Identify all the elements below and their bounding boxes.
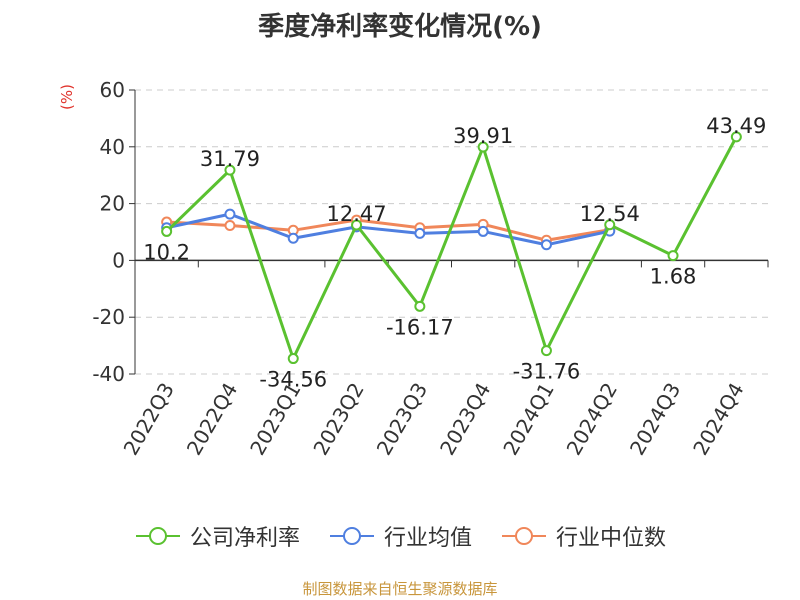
legend-label-industry-mean: 行业均值	[383, 526, 472, 551]
data-point	[540, 239, 552, 251]
data-label: 39.91	[453, 124, 513, 148]
data-point	[161, 225, 173, 237]
data-label: -31.76	[513, 360, 581, 384]
data-label: 31.79	[200, 147, 260, 171]
data-point	[604, 219, 616, 231]
data-label: -16.17	[386, 315, 454, 339]
legend-item-industry-mean[interactable]: 行业均值	[328, 520, 472, 552]
legend-item-industry-median[interactable]: 行业中位数	[500, 520, 666, 552]
chart-title: 季度净利率变化情况(%)	[258, 12, 542, 42]
y-tick-label: 20	[100, 192, 125, 216]
data-label: 12.54	[580, 202, 640, 226]
legend-label-company: 公司净利率	[189, 526, 300, 551]
x-tick-label: 2022Q3	[119, 379, 179, 460]
data-label: 12.47	[326, 202, 386, 226]
legend-marker-industry-mean	[329, 527, 374, 545]
data-point	[477, 225, 489, 237]
legend-marker-company	[135, 527, 180, 545]
x-tick-label: 2024Q3	[625, 379, 685, 460]
legend-item-company[interactable]: 公司净利率	[134, 520, 300, 552]
series-line	[165, 136, 738, 361]
data-point	[224, 208, 236, 220]
x-tick-label: 2023Q4	[435, 379, 495, 460]
source-note: 制图数据来自恒生聚源数据库	[302, 580, 498, 598]
data-point	[287, 353, 299, 365]
data-label: 1.68	[650, 265, 697, 289]
legend: 公司净利率 行业均值 行业中位数	[0, 520, 800, 552]
y-tick-label: -40	[92, 362, 125, 386]
series-line	[166, 212, 611, 247]
legend-label-industry-median: 行业中位数	[556, 526, 667, 551]
data-point	[540, 345, 552, 357]
data-point	[224, 164, 236, 176]
data-point	[414, 300, 426, 312]
data-label: 43.49	[706, 114, 766, 138]
data-point	[414, 227, 426, 239]
x-tick-label: 2024Q4	[688, 379, 748, 460]
y-tick-label: 60	[100, 78, 125, 102]
x-tick-label: 2024Q2	[562, 379, 622, 460]
y-tick-label: 40	[100, 135, 125, 159]
data-point	[287, 232, 299, 244]
x-tick-label: 2024Q1	[498, 379, 558, 460]
y-tick-label: -20	[92, 305, 125, 329]
data-label: -34.56	[259, 368, 327, 392]
y-tick-label: 0	[112, 248, 125, 272]
legend-marker-industry-median	[502, 527, 546, 545]
data-point	[730, 131, 742, 143]
data-point	[351, 219, 363, 231]
series-line	[166, 218, 610, 242]
data-label: 10.2	[143, 240, 190, 264]
data-point	[224, 219, 236, 231]
data-point	[477, 141, 489, 153]
data-point	[667, 250, 679, 262]
x-tick-label: 2023Q3	[372, 379, 432, 460]
x-tick-label: 2022Q4	[182, 379, 242, 460]
